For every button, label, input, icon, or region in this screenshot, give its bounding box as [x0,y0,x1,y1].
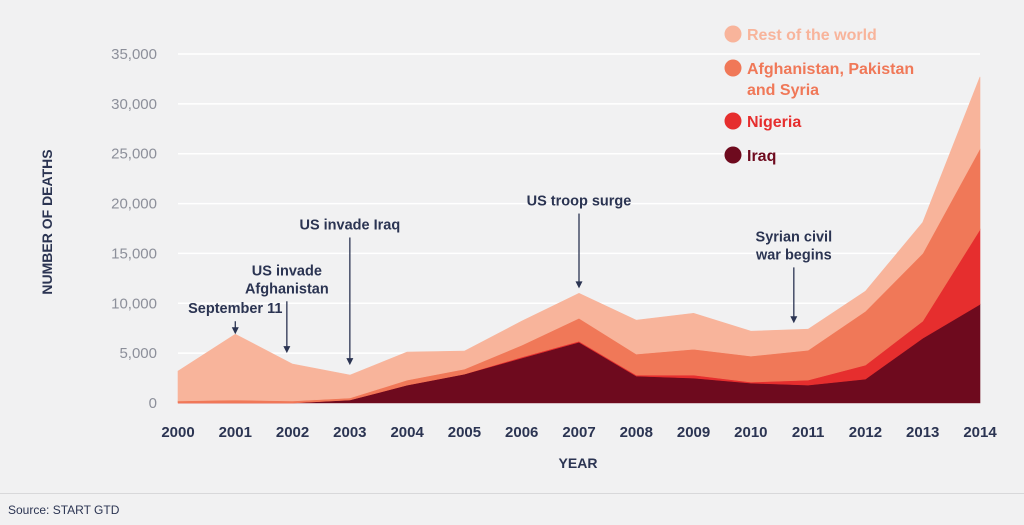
legend-swatch [724,146,742,164]
y-axis-ticks: 0 5,000 10,000 15,000 20,000 25,000 30,000 35,0… [111,46,157,412]
x-tick-label: 2003 [333,424,366,441]
x-tick-label: 2007 [562,424,595,441]
y-tick-label: 5,000 [119,345,157,362]
x-axis-title: YEAR [559,455,598,471]
x-tick-label: 2006 [505,424,538,441]
legend-label: Nigeria [747,114,801,131]
annotation-arrowhead [231,327,239,335]
annotation-label: Afghanistan [245,281,329,297]
legend-label: Iraq [747,148,776,165]
x-tick-label: 2009 [677,424,710,441]
y-tick-label: 10,000 [111,295,157,312]
x-tick-label: 2000 [161,424,194,441]
y-tick-label: 30,000 [111,96,157,113]
x-tick-label: 2014 [963,424,997,441]
y-tick-label: 15,000 [111,245,157,262]
annotation-label: September 11 [188,301,282,317]
x-tick-label: 2004 [390,424,424,441]
x-tick-label: 2013 [906,424,939,441]
x-tick-label: 2001 [219,424,252,441]
annotation-label: Syrian civil [756,229,833,245]
annotation-label: US invade [252,263,322,279]
annotation-arrowhead [575,281,583,289]
x-tick-label: 2010 [734,424,767,441]
annotation-arrowhead [346,358,354,366]
footer: Source: START GTD [0,493,1024,525]
legend: Rest of the world Afghanistan, Pakistan an… [724,25,914,165]
x-tick-label: 2005 [448,424,481,441]
legend-label: and Syria [747,82,819,99]
annotation-label: US invade Iraq [299,217,400,233]
annotation-label: war begins [755,247,832,263]
annotation-arrowhead [283,346,291,354]
y-tick-label: 35,000 [111,46,157,63]
x-tick-label: 2011 [792,424,825,441]
legend-swatch [724,59,742,77]
legend-label: Afghanistan, Pakistan [747,61,914,78]
legend-swatch [724,25,742,43]
x-axis-ticks: 2000 2001 2002 2003 2004 2005 2006 2007 2008 2009… [161,424,997,441]
y-axis-title: NUMBER OF DEATHS [39,149,55,294]
x-tick-label: 2002 [276,424,309,441]
legend-swatch [724,112,742,130]
y-tick-label: 25,000 [111,146,157,163]
stacked-areas [177,76,981,404]
x-tick-label: 2012 [849,424,882,441]
annotation-arrowhead [790,316,798,324]
area-series-3 [177,76,981,402]
legend-label: Rest of the world [747,27,877,44]
chart: 0 5,000 10,000 15,000 20,000 25,000 30,000 35,0… [39,25,997,471]
source-note: Source: START GTD [8,503,120,517]
y-tick-label: 0 [149,395,157,412]
x-tick-label: 2008 [620,424,653,441]
y-tick-label: 20,000 [111,196,157,213]
annotation-label: US troop surge [527,194,632,210]
annotations: September 11 US invade Afghanistan US invad… [188,194,832,366]
